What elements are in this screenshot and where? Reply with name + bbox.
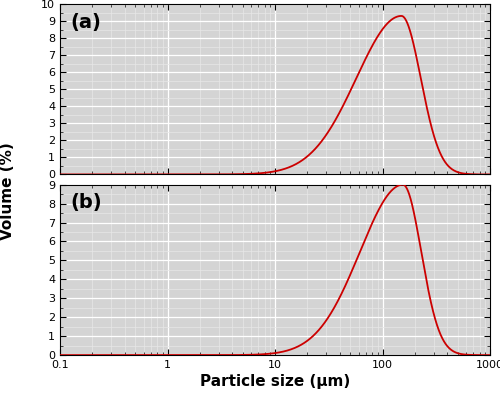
- X-axis label: Particle size (μm): Particle size (μm): [200, 374, 350, 389]
- Text: (b): (b): [71, 193, 102, 212]
- Text: Volume (%): Volume (%): [0, 143, 15, 240]
- Text: (a): (a): [71, 12, 102, 32]
